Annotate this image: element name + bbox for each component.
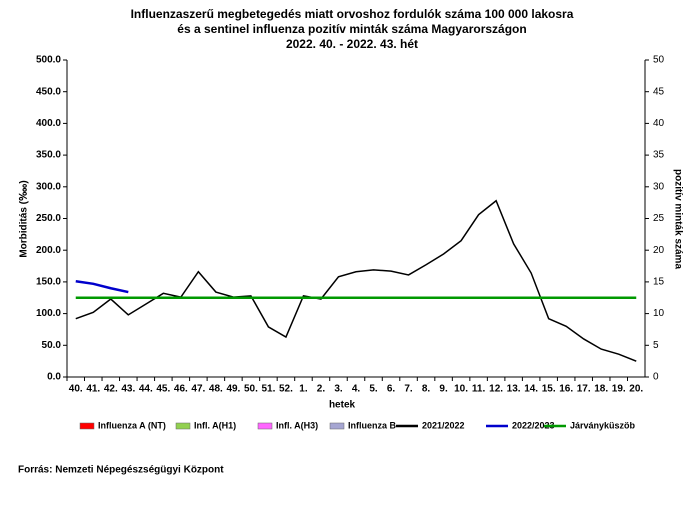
y-tick-label: 200.0 — [36, 245, 61, 256]
x-tick-label: 3. — [334, 384, 343, 395]
legend-swatch — [329, 422, 345, 430]
y2-tick-label: 0 — [653, 372, 659, 383]
x-tick-label: 41. — [86, 384, 100, 395]
y-axis-label: Morbiditás (‱) — [19, 180, 30, 257]
y2-tick-label: 25 — [653, 213, 665, 224]
x-tick-label: 1. — [299, 384, 308, 395]
chart-title: és a sentinel influenza pozitív minták s… — [177, 22, 526, 36]
y-tick-label: 300.0 — [36, 181, 61, 192]
x-tick-label: 11. — [472, 384, 486, 395]
x-tick-label: 7. — [404, 384, 413, 395]
x-tick-label: 52. — [279, 384, 293, 395]
legend-swatch — [79, 422, 95, 430]
x-tick-label: 9. — [439, 384, 448, 395]
y-tick-label: 100.0 — [36, 308, 61, 319]
legend-label: 2021/2022 — [422, 420, 465, 430]
x-tick-label: 14. — [524, 384, 538, 395]
x-tick-label: 2. — [317, 384, 326, 395]
x-tick-label: 20. — [629, 384, 643, 395]
y2-tick-label: 40 — [653, 118, 665, 129]
x-tick-label: 50. — [244, 384, 258, 395]
x-tick-label: 13. — [507, 384, 521, 395]
chart-title: Influenzaszerű megbetegedés miatt orvosh… — [131, 7, 574, 21]
x-tick-label: 12. — [489, 384, 503, 395]
y2-axis-label: pozitív minták száma — [672, 169, 683, 269]
x-tick-label: 5. — [369, 384, 378, 395]
y-tick-label: 450.0 — [36, 86, 61, 97]
y2-tick-label: 5 — [653, 340, 659, 351]
x-tick-label: 4. — [352, 384, 361, 395]
y2-tick-label: 50 — [653, 55, 665, 66]
y-tick-label: 400.0 — [36, 118, 61, 129]
legend-label: Infl. A(H3) — [276, 420, 318, 430]
x-tick-label: 43. — [121, 384, 135, 395]
x-tick-label: 49. — [226, 384, 240, 395]
y-tick-label: 250.0 — [36, 213, 61, 224]
x-tick-label: 47. — [191, 384, 205, 395]
y-tick-label: 350.0 — [36, 150, 61, 161]
x-tick-label: 19. — [612, 384, 626, 395]
x-tick-label: 18. — [594, 384, 608, 395]
line — [75, 199, 637, 362]
y2-tick-label: 10 — [653, 308, 665, 319]
x-tick-label: 46. — [174, 384, 188, 395]
chart-title: 2022. 40. - 2022. 43. hét — [286, 37, 418, 51]
x-tick-label: 16. — [559, 384, 573, 395]
y-tick-label: 0.0 — [47, 372, 61, 383]
legend-swatch — [175, 422, 191, 430]
legend-swatch — [257, 422, 273, 430]
y-tick-label: 50.0 — [42, 340, 62, 351]
y2-tick-label: 35 — [653, 150, 665, 161]
legend-label: Infl. A(H1) — [194, 420, 236, 430]
legend-label: Influenza A (NT) — [98, 420, 166, 430]
x-tick-label: 17. — [577, 384, 591, 395]
legend-label: Influenza B — [348, 420, 397, 430]
y2-tick-label: 45 — [653, 86, 665, 97]
y-tick-label: 150.0 — [36, 277, 61, 288]
x-tick-label: 10. — [454, 384, 468, 395]
x-tick-label: 6. — [387, 384, 396, 395]
legend-label: Járványküszöb — [570, 420, 636, 430]
x-tick-label: 48. — [209, 384, 223, 395]
y2-tick-label: 15 — [653, 277, 665, 288]
x-tick-label: 40. — [69, 384, 83, 395]
x-tick-label: 8. — [422, 384, 431, 395]
x-tick-label: 45. — [156, 384, 170, 395]
y2-tick-label: 20 — [653, 245, 665, 256]
x-tick-label: 44. — [139, 384, 153, 395]
x-axis-label: hetek — [329, 400, 356, 411]
x-tick-label: 15. — [542, 384, 556, 395]
y-tick-label: 500.0 — [36, 55, 61, 66]
y2-tick-label: 30 — [653, 181, 665, 192]
x-tick-label: 42. — [104, 384, 118, 395]
line — [75, 280, 129, 294]
legend-label: 2022/2023 — [512, 420, 555, 430]
x-tick-label: 51. — [261, 384, 275, 395]
source: Forrás: Nemzeti Népegészségügyi Központ — [18, 465, 224, 476]
